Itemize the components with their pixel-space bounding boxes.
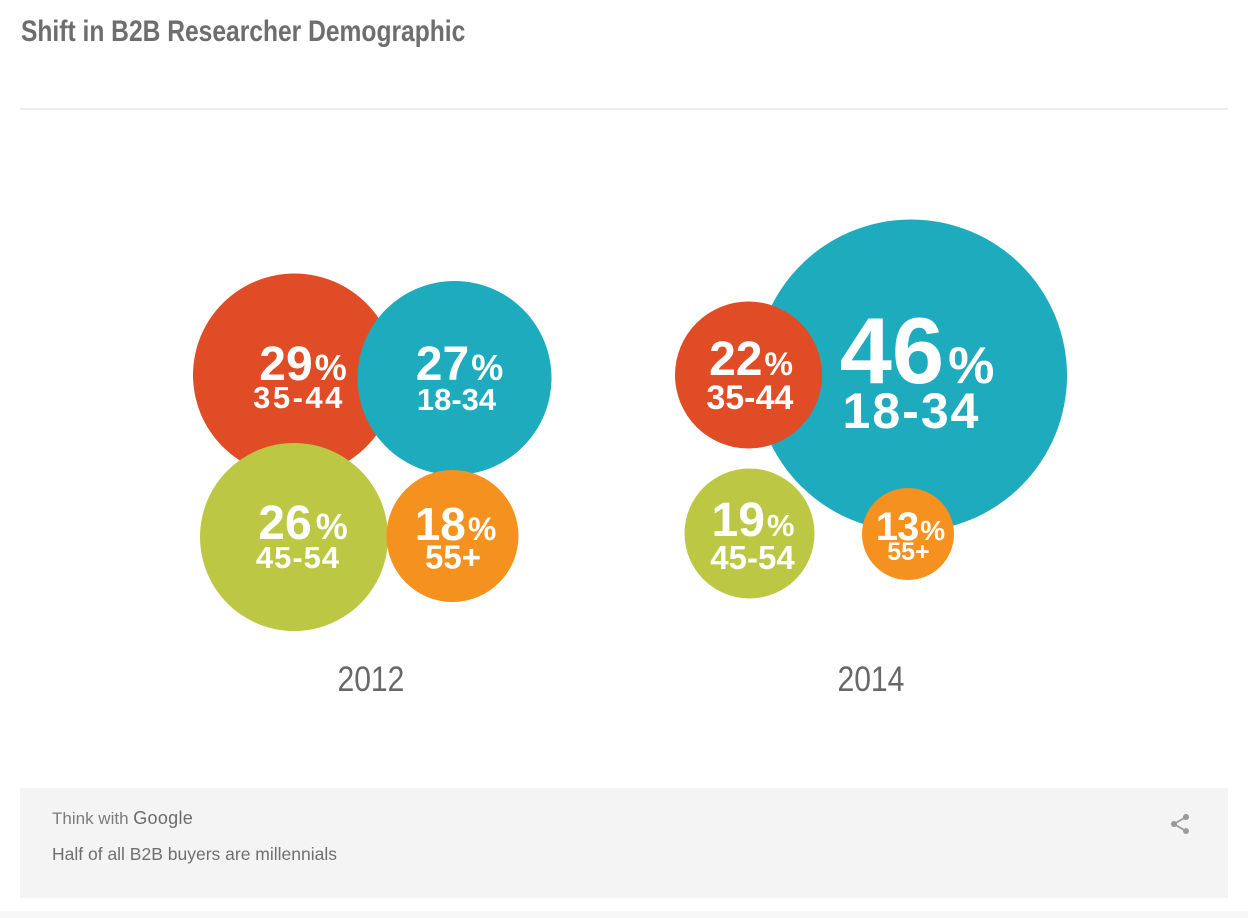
svg-text:27%: 27% <box>416 338 503 391</box>
svg-text:45-54: 45-54 <box>710 539 795 576</box>
svg-text:19%: 19% <box>712 494 795 547</box>
svg-text:18-34: 18-34 <box>843 383 981 439</box>
svg-text:18%: 18% <box>415 498 497 550</box>
svg-text:45-54: 45-54 <box>256 540 340 575</box>
svg-text:35-44: 35-44 <box>253 380 345 415</box>
svg-text:29%: 29% <box>259 338 346 391</box>
svg-text:26%: 26% <box>258 497 347 550</box>
svg-text:35-44: 35-44 <box>706 379 793 417</box>
svg-text:22%: 22% <box>709 333 793 386</box>
svg-text:46%: 46% <box>840 298 995 403</box>
svg-text:55+: 55+ <box>425 539 481 576</box>
svg-text:55+: 55+ <box>887 538 929 566</box>
svg-text:18-34: 18-34 <box>417 382 497 417</box>
svg-text:13%: 13% <box>876 505 946 549</box>
